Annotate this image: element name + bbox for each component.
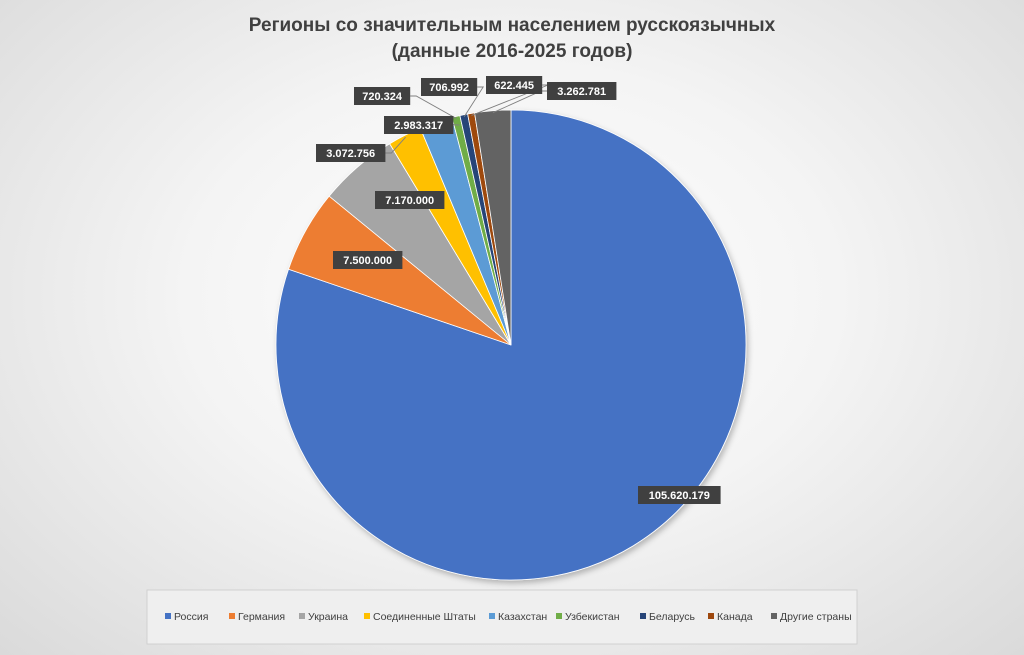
legend-swatch: [299, 613, 305, 619]
data-label-value: 2.983.317: [394, 120, 443, 132]
legend-swatch: [771, 613, 777, 619]
data-label-box: [333, 251, 403, 269]
legend-item-украина: Украина: [299, 611, 348, 623]
legend-item-канада: Канада: [708, 611, 753, 623]
leader-line-узбекистан: [410, 95, 457, 119]
data-label-казахстан: 2.983.317: [384, 116, 454, 134]
legend-swatch: [165, 613, 171, 619]
chart-title-line-1: Регионы со значительным населением русск…: [249, 15, 776, 36]
leader-line-беларусь: [463, 86, 485, 118]
data-label-value: 7.170.000: [385, 195, 434, 207]
legend: Россия Германия Украина Соединенные Штаты Ка…: [165, 611, 852, 623]
data-label-value: 7.500.000: [343, 255, 392, 267]
data-label-германия: 7.500.000: [333, 251, 403, 269]
legend-swatch: [708, 613, 714, 619]
data-label-box: [638, 486, 721, 504]
legend-item-беларусь: Беларусь: [640, 611, 695, 623]
data-label-value: 3.262.781: [557, 86, 606, 98]
legend-item-соединенные-штаты: Соединенные Штаты: [364, 611, 476, 623]
leader-line-соединенные-штаты: [385, 136, 406, 154]
legend-swatch: [364, 613, 370, 619]
data-label-box: [375, 191, 445, 209]
legend-swatch: [556, 613, 562, 619]
legend-swatch: [489, 613, 495, 619]
data-label-box: [354, 87, 411, 105]
legend-label: Германия: [238, 611, 285, 623]
legend-label: Россия: [174, 611, 208, 623]
legend-swatch: [229, 613, 235, 619]
data-labels: 105.620.179 7.500.000 7.170.000 3.072.756 2.…: [316, 76, 721, 504]
leader-line-другие-страны: [492, 90, 547, 114]
data-label-box: [486, 76, 543, 94]
data-label-россия: 105.620.179: [638, 486, 721, 504]
legend-label: Канада: [717, 611, 753, 623]
data-label-box: [547, 82, 617, 100]
data-label-украина: 7.170.000: [375, 191, 445, 209]
legend-swatch: [640, 613, 646, 619]
data-label-box: [384, 116, 454, 134]
data-label-канада: 622.445: [486, 76, 543, 94]
data-label-box: [316, 144, 386, 162]
data-label-value: 622.445: [494, 80, 534, 92]
data-label-узбекистан: 720.324: [354, 87, 411, 105]
data-label-value: 706.992: [429, 82, 469, 94]
data-label-value: 105.620.179: [649, 490, 710, 502]
legend-label: Беларусь: [649, 611, 695, 623]
data-label-другие-страны: 3.262.781: [547, 82, 617, 100]
legend-item-германия: Германия: [229, 611, 285, 623]
legend-label: Казахстан: [498, 611, 547, 623]
legend-label: Узбекистан: [565, 611, 620, 623]
legend-item-россия: Россия: [165, 611, 208, 623]
legend-item-другие-страны: Другие страны: [771, 611, 852, 623]
data-label-value: 720.324: [362, 91, 403, 103]
legend-box: [146, 589, 858, 645]
data-label-беларусь: 706.992: [421, 78, 478, 96]
data-label-соединенные-штаты: 3.072.756: [316, 144, 386, 162]
legend-label: Другие страны: [780, 611, 852, 623]
legend-item-казахстан: Казахстан: [489, 611, 547, 623]
legend-item-узбекистан: Узбекистан: [556, 611, 620, 623]
legend-label: Соединенные Штаты: [373, 611, 476, 623]
pie-slices: [275, 109, 747, 581]
data-label-box: [421, 78, 478, 96]
pie-slice-другие-страны: [474, 109, 512, 346]
data-label-value: 3.072.756: [326, 148, 375, 160]
chart-title-line-2: (данные 2016-2025 годов): [392, 41, 633, 62]
legend-label: Украина: [308, 611, 348, 623]
